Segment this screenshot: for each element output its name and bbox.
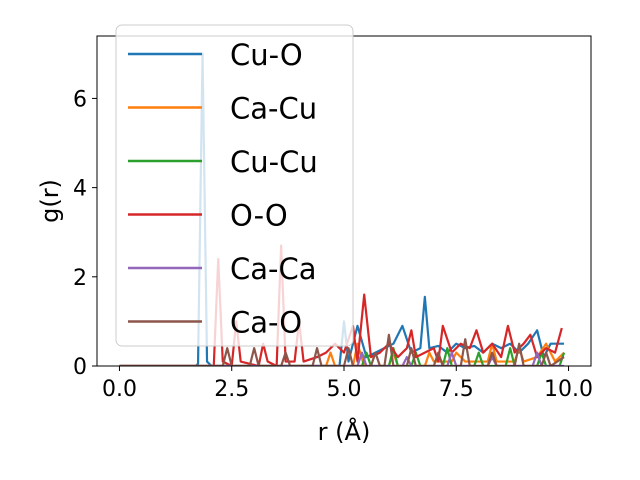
series-line-4	[119, 351, 565, 366]
legend-label-1: Ca-Cu	[230, 92, 317, 126]
y-tick-label-2: 4	[73, 177, 87, 202]
y-tick-label-0: 0	[73, 355, 87, 380]
x-tick-label-2: 5.0	[327, 377, 362, 402]
legend-label-0: Cu-O	[230, 38, 303, 72]
legend: Cu-O Ca-Cu Cu-Cu O-O Ca-Ca Ca-O	[115, 24, 354, 347]
x-axis: 0.0 2.5 5.0 7.5 10.0	[102, 366, 593, 402]
y-tick-label-1: 2	[73, 266, 87, 291]
y-tick-label-3: 6	[73, 87, 87, 112]
x-tick-label-1: 2.5	[214, 377, 249, 402]
y-axis-label: g(r)	[36, 179, 64, 223]
x-axis-label: r (Å)	[318, 417, 371, 446]
y-axis: 0 2 4 6	[73, 87, 97, 380]
legend-label-2: Cu-Cu	[230, 145, 318, 179]
legend-label-5: Ca-O	[230, 306, 302, 340]
series-line-5	[119, 333, 565, 366]
x-tick-label-3: 7.5	[439, 377, 474, 402]
x-tick-label-0: 0.0	[102, 377, 137, 402]
x-tick-label-4: 10.0	[544, 377, 593, 402]
legend-label-4: Ca-Ca	[230, 252, 317, 286]
legend-label-3: O-O	[230, 199, 288, 233]
legend-box	[115, 24, 354, 347]
series-line-0	[119, 52, 565, 366]
